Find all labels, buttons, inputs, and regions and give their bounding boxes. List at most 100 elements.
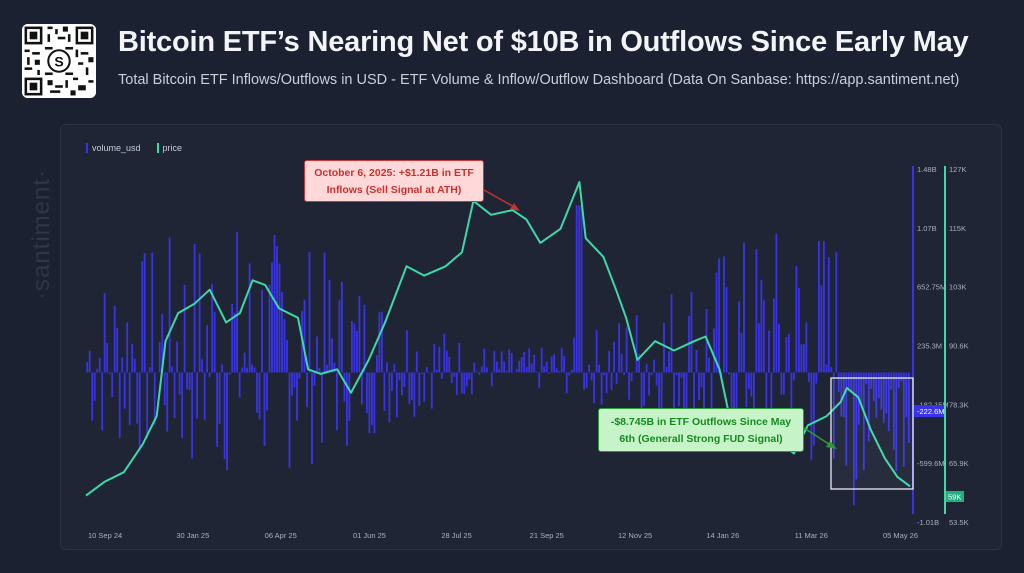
volume-bar — [445, 350, 448, 373]
legend-item-price[interactable]: price — [156, 143, 182, 153]
volume-bar — [862, 372, 865, 471]
volume-bar — [872, 372, 875, 402]
volume-bar — [143, 253, 146, 373]
volume-bar — [618, 323, 620, 373]
volume-bar — [658, 372, 660, 431]
volume-bar — [690, 292, 693, 373]
volume-bar — [196, 372, 198, 419]
volume-bar — [900, 372, 903, 382]
volume-bar — [336, 372, 338, 431]
volume-bar — [243, 352, 246, 373]
volume-bar — [398, 372, 401, 381]
bottom-annotation-arrowhead — [826, 441, 837, 449]
top-annotation-arrow — [483, 189, 517, 209]
qr-code[interactable]: S — [22, 24, 96, 98]
volume-bar — [678, 372, 680, 407]
volume-bar — [363, 304, 366, 373]
volume-bar — [261, 289, 263, 373]
volume-bar — [598, 364, 600, 373]
legend-item-volume[interactable]: volume_usd — [86, 143, 141, 153]
volume-bar — [233, 312, 236, 373]
volume-bar — [133, 358, 136, 373]
volume-bar — [131, 343, 134, 373]
volume-bar — [775, 233, 778, 373]
volume-bar — [555, 368, 558, 373]
volume-bar — [648, 372, 650, 396]
volume-bar — [308, 252, 311, 373]
volume-bar — [907, 372, 910, 444]
volume-bar — [902, 372, 905, 467]
volume-bar — [401, 372, 403, 396]
volume-bar — [236, 232, 238, 373]
volume-bar — [615, 372, 618, 384]
volume-bar — [783, 372, 785, 395]
volume-bar — [680, 372, 683, 378]
volume-bar — [640, 372, 643, 415]
volume-bar — [111, 372, 114, 398]
volume-bar — [810, 372, 813, 460]
volume-bar — [763, 300, 765, 373]
volume-bar — [575, 205, 578, 373]
volume-bar — [558, 371, 561, 373]
volume-bar — [136, 372, 139, 424]
outflow-highlight-box — [830, 377, 914, 490]
volume-bar — [138, 372, 141, 451]
volume-bar — [673, 372, 675, 425]
volume-bars — [86, 205, 910, 506]
volume-bar — [588, 364, 590, 373]
qr-code-graphic: S — [22, 24, 96, 98]
volume-bar — [353, 323, 356, 373]
volume-bar — [86, 361, 89, 373]
volume-bar — [743, 242, 745, 373]
volume-bar — [760, 280, 763, 373]
volume-bar — [470, 372, 473, 395]
volume-bar — [593, 372, 595, 404]
volume-bar — [266, 372, 268, 411]
volume-bar — [628, 372, 630, 400]
volume-bar — [423, 372, 426, 403]
volume-bar — [780, 372, 783, 395]
volume-bar — [465, 372, 468, 387]
volume-bar — [823, 241, 825, 373]
volume-bar — [286, 339, 288, 373]
volume-bar — [306, 372, 308, 408]
volume-bar — [695, 350, 698, 373]
volume-bar — [296, 372, 298, 421]
volume-bar — [818, 241, 820, 373]
page-subtitle: Total Bitcoin ETF Inflows/Outflows in US… — [118, 72, 960, 88]
volume-bar — [805, 322, 808, 373]
volume-bar — [126, 322, 129, 373]
x-tick-label: 21 Sep 25 — [530, 531, 564, 540]
volume-bar — [183, 284, 186, 373]
x-tick-label: 28 Jul 25 — [441, 531, 471, 540]
volume-bar — [348, 372, 351, 421]
volume-bar — [113, 305, 116, 373]
volume-bar — [408, 372, 411, 404]
volume-tick-label: -599.6M — [917, 459, 945, 468]
volume-bar — [565, 372, 568, 394]
volume-bar — [206, 325, 208, 373]
volume-bar — [253, 367, 256, 373]
volume-tick-label: 1.48B — [917, 165, 937, 174]
volume-bar — [563, 355, 566, 373]
volume-bar — [88, 350, 91, 373]
volume-bar — [103, 293, 106, 373]
volume-bar — [765, 372, 768, 409]
volume-bar — [433, 343, 436, 373]
bottom-annotation-line2: 6th (Generall Strong FUD Signal) — [619, 433, 783, 445]
volume-bar — [475, 371, 478, 373]
volume-bar — [313, 372, 316, 386]
volume-bar — [748, 372, 750, 389]
volume-bar — [173, 372, 176, 418]
volume-bar — [271, 262, 273, 373]
volume-bar — [550, 356, 553, 373]
volume-bar — [663, 323, 665, 373]
volume-bar — [238, 372, 241, 398]
volume-bar — [645, 363, 648, 373]
volume-bar — [166, 372, 169, 432]
x-tick-label: 12 Nov 25 — [618, 531, 652, 540]
volume-bar — [523, 351, 526, 373]
volume-bar — [725, 287, 728, 373]
volume-bar — [520, 357, 523, 373]
volume-bar — [291, 372, 293, 396]
